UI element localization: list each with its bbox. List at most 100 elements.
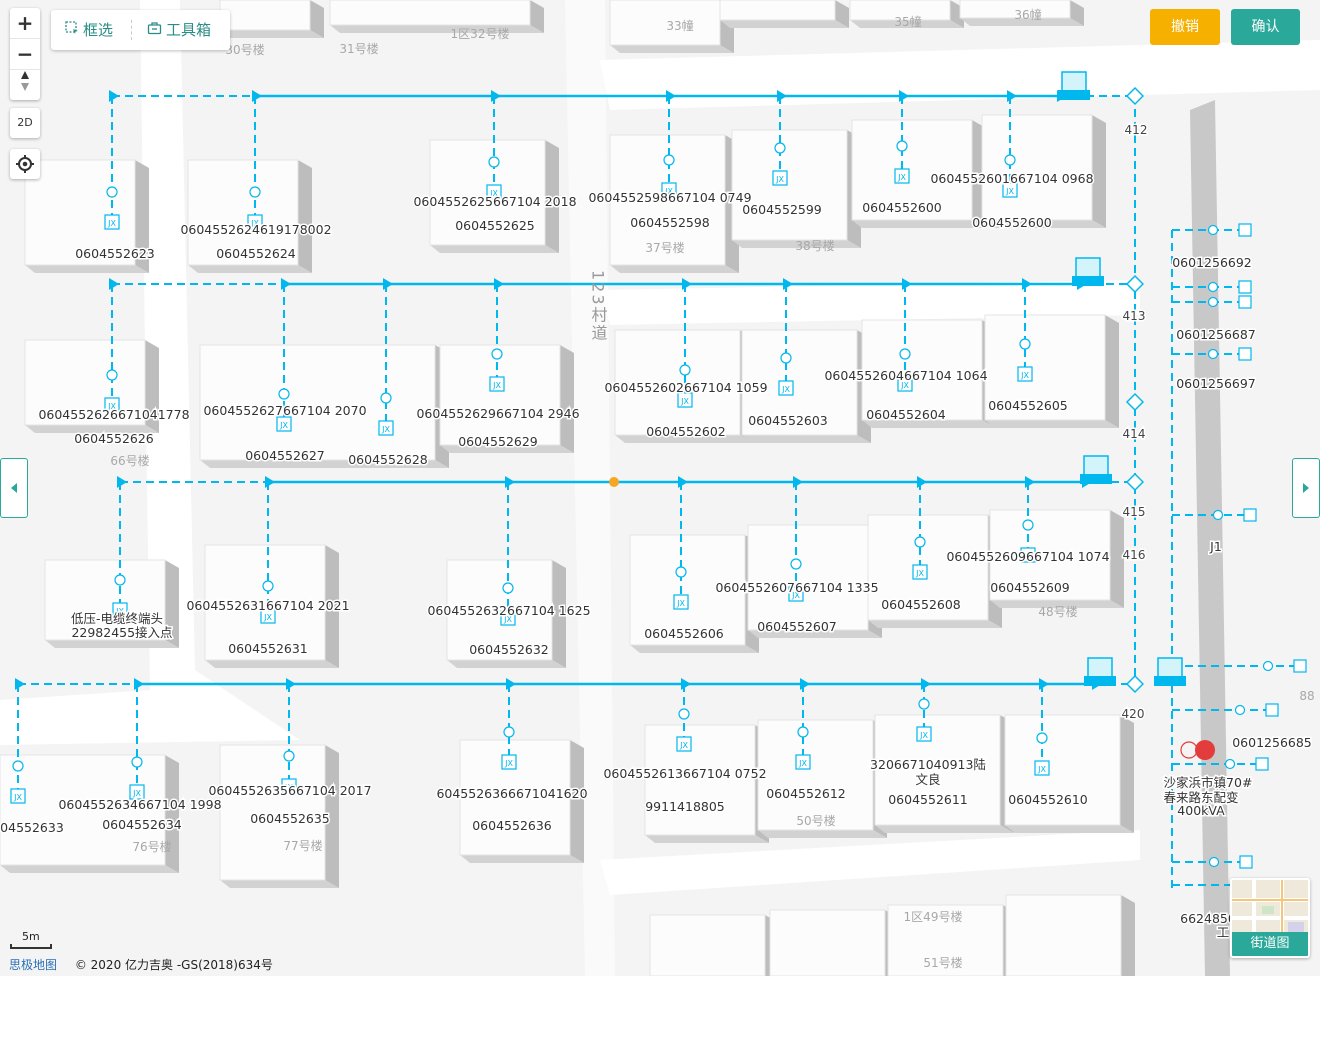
- building-block: [757, 719, 874, 831]
- map-brand-link[interactable]: 思极地图: [9, 958, 58, 972]
- building-block: [887, 904, 1004, 976]
- toolbox-tool[interactable]: 工具箱: [147, 20, 211, 40]
- map-canvas[interactable]: JX JX JX JX JX JX JX JX JX JX JX JX JX JX JX JX JX JX JX JX…: [0, 0, 1320, 976]
- meter-box-icon: [489, 376, 505, 392]
- meter-box-icon: [778, 380, 794, 396]
- zoom-control: + −: [10, 8, 40, 100]
- meter-box-code: JX: [791, 591, 800, 600]
- building-block: [24, 159, 136, 266]
- building-number-label: 66号楼: [110, 453, 149, 468]
- device-label: 0604552607: [757, 619, 837, 634]
- device-label: 22982455接入点: [71, 625, 172, 640]
- fuse-icon: [1262, 660, 1274, 672]
- device-label: 0604552631667104 2021: [186, 598, 349, 613]
- locate-button[interactable]: [10, 149, 40, 179]
- pan-right-button[interactable]: [1292, 458, 1320, 518]
- meter-box-code: JX: [915, 569, 924, 578]
- node-number-label: 413: [1123, 309, 1146, 323]
- building-block: [629, 534, 746, 646]
- meter-box-code: JX: [919, 731, 928, 740]
- device-label: 0604552603: [748, 413, 828, 428]
- device-label: 0604552602667104 1059: [604, 380, 767, 395]
- building-side: [165, 755, 179, 873]
- undo-button[interactable]: 撤销: [1150, 9, 1220, 45]
- junction-arrow: [921, 678, 931, 690]
- junction-arrow: [109, 90, 119, 102]
- fuse-icon: [503, 726, 515, 738]
- junction-arrow: [917, 476, 927, 488]
- confirm-button[interactable]: 确认: [1231, 9, 1300, 45]
- building-base: [205, 660, 339, 668]
- building-base: [460, 855, 584, 863]
- building-number-label: 50号楼: [796, 813, 835, 828]
- cabinet-base: [1058, 90, 1090, 100]
- zoom-in-button[interactable]: +: [16, 11, 34, 35]
- cabinet-base: [1080, 474, 1112, 484]
- building-block: [44, 559, 166, 641]
- building-base: [630, 645, 759, 653]
- fuse-icon: [249, 186, 261, 198]
- distribution-cabinet-icon: [1087, 657, 1113, 679]
- device-label: 9911418805: [645, 799, 725, 814]
- device-label: 0604552611: [888, 792, 968, 807]
- building-base: [960, 18, 1084, 26]
- street-view-toggle[interactable]: 街道图: [1230, 878, 1310, 958]
- building-base: [748, 630, 882, 638]
- building-side: [552, 560, 566, 668]
- main-road: [565, 0, 615, 976]
- fuse-icon: [491, 348, 503, 360]
- meter-box-code: JX: [115, 607, 124, 616]
- meter-box-icon: [486, 184, 502, 200]
- junction-arrow: [1025, 476, 1035, 488]
- branch-node-icon: [1125, 274, 1145, 294]
- meter-box-icon: [772, 170, 788, 186]
- meter-box-code: JX: [504, 759, 513, 768]
- building-block: [329, 0, 531, 26]
- fuse-icon: [1234, 704, 1246, 716]
- building-number-label: 35幢: [894, 14, 921, 29]
- device-label: 0601256697: [1176, 376, 1256, 391]
- building-block: [731, 129, 848, 241]
- building-side: [1105, 315, 1119, 428]
- compass-icon: [21, 71, 29, 91]
- device-label: 604552633: [0, 820, 64, 835]
- box-select-tool[interactable]: 框选: [65, 20, 113, 40]
- device-label: 0604552632: [469, 642, 549, 657]
- device-label: 400kVA: [1177, 803, 1225, 818]
- device-label: 3206671040913陆: [870, 757, 986, 772]
- meter-box-code: JX: [492, 381, 501, 390]
- fuse-icon: [131, 756, 143, 768]
- building-block: [614, 329, 741, 436]
- building-side: [325, 545, 339, 668]
- meter-box-icon: [1293, 659, 1307, 673]
- building-base: [430, 245, 559, 253]
- meter-box-icon: [1002, 182, 1018, 198]
- junction-arrow: [678, 476, 688, 488]
- building-base: [447, 660, 566, 668]
- building-block: [769, 909, 886, 976]
- building-base: [220, 880, 339, 888]
- building-block: [219, 744, 326, 881]
- meter-box-icon: [1017, 366, 1033, 382]
- road-middle: [600, 280, 1140, 325]
- building-side: [135, 160, 149, 273]
- building-block: [204, 544, 326, 661]
- meter-box-icon: [894, 168, 910, 184]
- building-side: [835, 0, 849, 28]
- device-label: 0604552604667104 1064: [824, 368, 987, 383]
- zoom-out-button[interactable]: −: [10, 38, 40, 68]
- view-2d-button[interactable]: 2D: [10, 108, 40, 138]
- junction-arrow: [383, 278, 393, 290]
- device-label: J1: [1209, 539, 1222, 554]
- building-block: [1005, 894, 1122, 976]
- building-block: [851, 119, 973, 221]
- pan-left-button[interactable]: [0, 458, 28, 518]
- tool-divider: [131, 20, 132, 40]
- compass-button[interactable]: [10, 69, 40, 99]
- road-bottom: [600, 830, 1140, 895]
- building-side: [1110, 510, 1124, 608]
- device-label: 0604552601667104 0968: [930, 171, 1093, 186]
- meter-box-icon: [129, 784, 145, 800]
- meter-box-icon: [677, 392, 693, 408]
- device-label: 0604552626: [74, 431, 154, 446]
